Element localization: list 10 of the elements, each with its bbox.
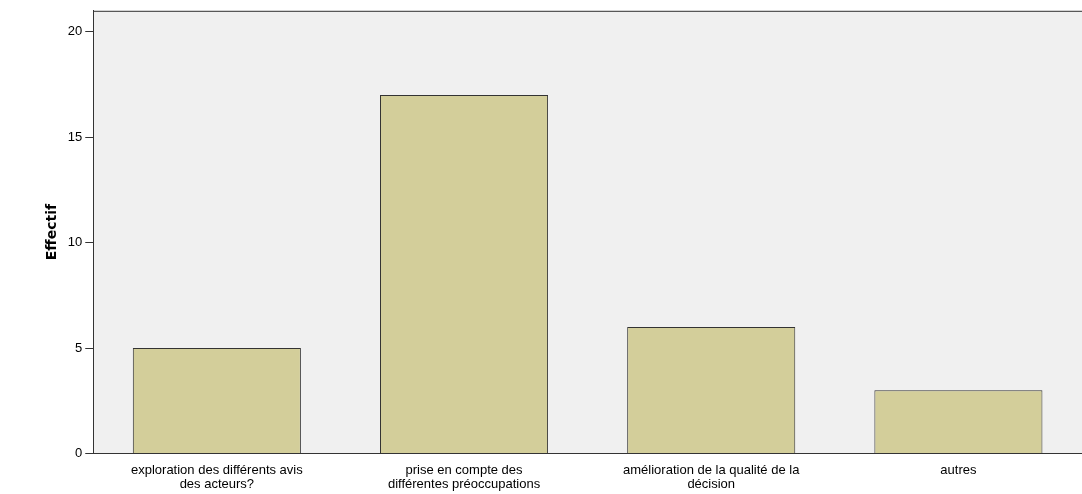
x-tick-label: autres	[940, 462, 977, 478]
y-tick-label: 0	[75, 444, 83, 460]
y-tick-label: 20	[67, 23, 83, 39]
y-tick-label: 15	[67, 128, 83, 144]
x-tick-label: amélioration de la qualité de la décision	[623, 462, 801, 492]
y-axis-title: Effectif	[43, 203, 60, 261]
y-tick-label: 10	[67, 234, 83, 250]
x-tick-label: prise en compte des différentes préoccupations	[387, 462, 541, 492]
x-tick-label: exploration des différents avis des acteurs?	[130, 462, 304, 492]
y-tick-label: 5	[75, 339, 83, 355]
